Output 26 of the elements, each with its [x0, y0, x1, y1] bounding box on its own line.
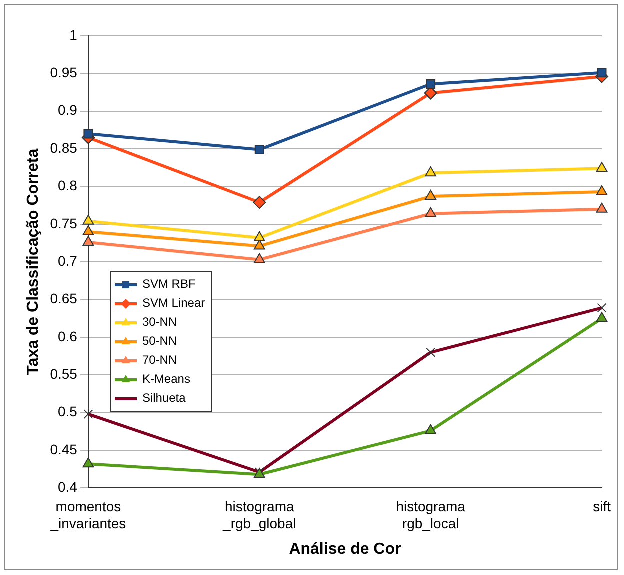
y-tick-label: 0.45: [50, 441, 78, 458]
y-tick-label: 0.65: [50, 290, 78, 307]
y-tick-label: 1: [70, 26, 78, 43]
y-tick-label: 0.75: [50, 215, 78, 232]
y-tick-label: 0.85: [50, 140, 78, 156]
y-axis-title: Taxa de Classificação Correta: [25, 148, 42, 376]
legend-label: 70-NN: [142, 352, 178, 370]
y-tick-label: 0.5: [58, 404, 78, 420]
legend-label: K-Means: [142, 371, 190, 388]
legend-label: 30-NN: [142, 314, 178, 332]
legend-label: SVM Linear: [142, 295, 206, 312]
x-tick-label: histograma _rgb_global: [222, 498, 296, 532]
legend-label: SVM RBF: [142, 276, 196, 294]
x-axis-title: Análise de Cor: [289, 540, 402, 558]
legend-label: Silhueta: [142, 390, 186, 408]
x-tick-label: histograma rgb_local: [396, 498, 466, 532]
y-tick-label: 0.4: [58, 479, 78, 496]
y-tick-label: 0.9: [58, 102, 78, 118]
x-tick-label: sift: [593, 498, 612, 514]
y-tick-label: 0.55: [50, 366, 78, 382]
y-tick-label: 0.7: [58, 252, 78, 269]
y-tick-label: 0.95: [50, 64, 78, 81]
y-tick-label: 0.6: [58, 328, 78, 344]
x-tick-label: momentos _invariantes: [50, 498, 126, 532]
legend-label: 50-NN: [142, 333, 178, 350]
y-tick-label: 0.8: [58, 178, 78, 194]
